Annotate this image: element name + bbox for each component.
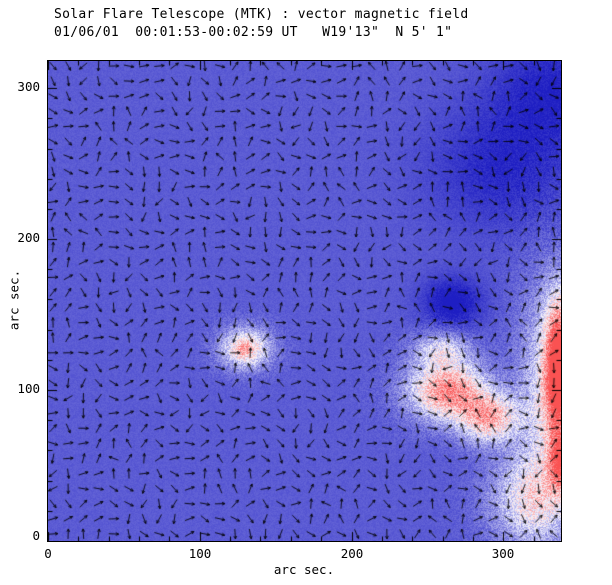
y-tick-label-300: 300: [17, 79, 40, 94]
x-axis-title: arc sec.: [273, 562, 335, 577]
x-tick-label-200: 200: [340, 546, 364, 561]
x-tick-label-300: 300: [491, 546, 515, 561]
figure-title: Solar Flare Telescope (MTK) : vector mag…: [54, 7, 469, 22]
plot-frame: [47, 60, 562, 542]
y-tick-label-0: 0: [32, 528, 40, 543]
y-axis-title: arc sec.: [6, 269, 22, 331]
x-tick-label-0: 0: [44, 546, 52, 561]
magnetogram-canvas: [48, 61, 561, 541]
figure-subtitle: 01/06/01 00:01:53-00:02:59 UT W19'13" N …: [54, 25, 453, 40]
y-tick-label-200: 200: [17, 230, 40, 245]
y-tick-label-100: 100: [17, 381, 40, 396]
x-tick-label-100: 100: [188, 546, 212, 561]
